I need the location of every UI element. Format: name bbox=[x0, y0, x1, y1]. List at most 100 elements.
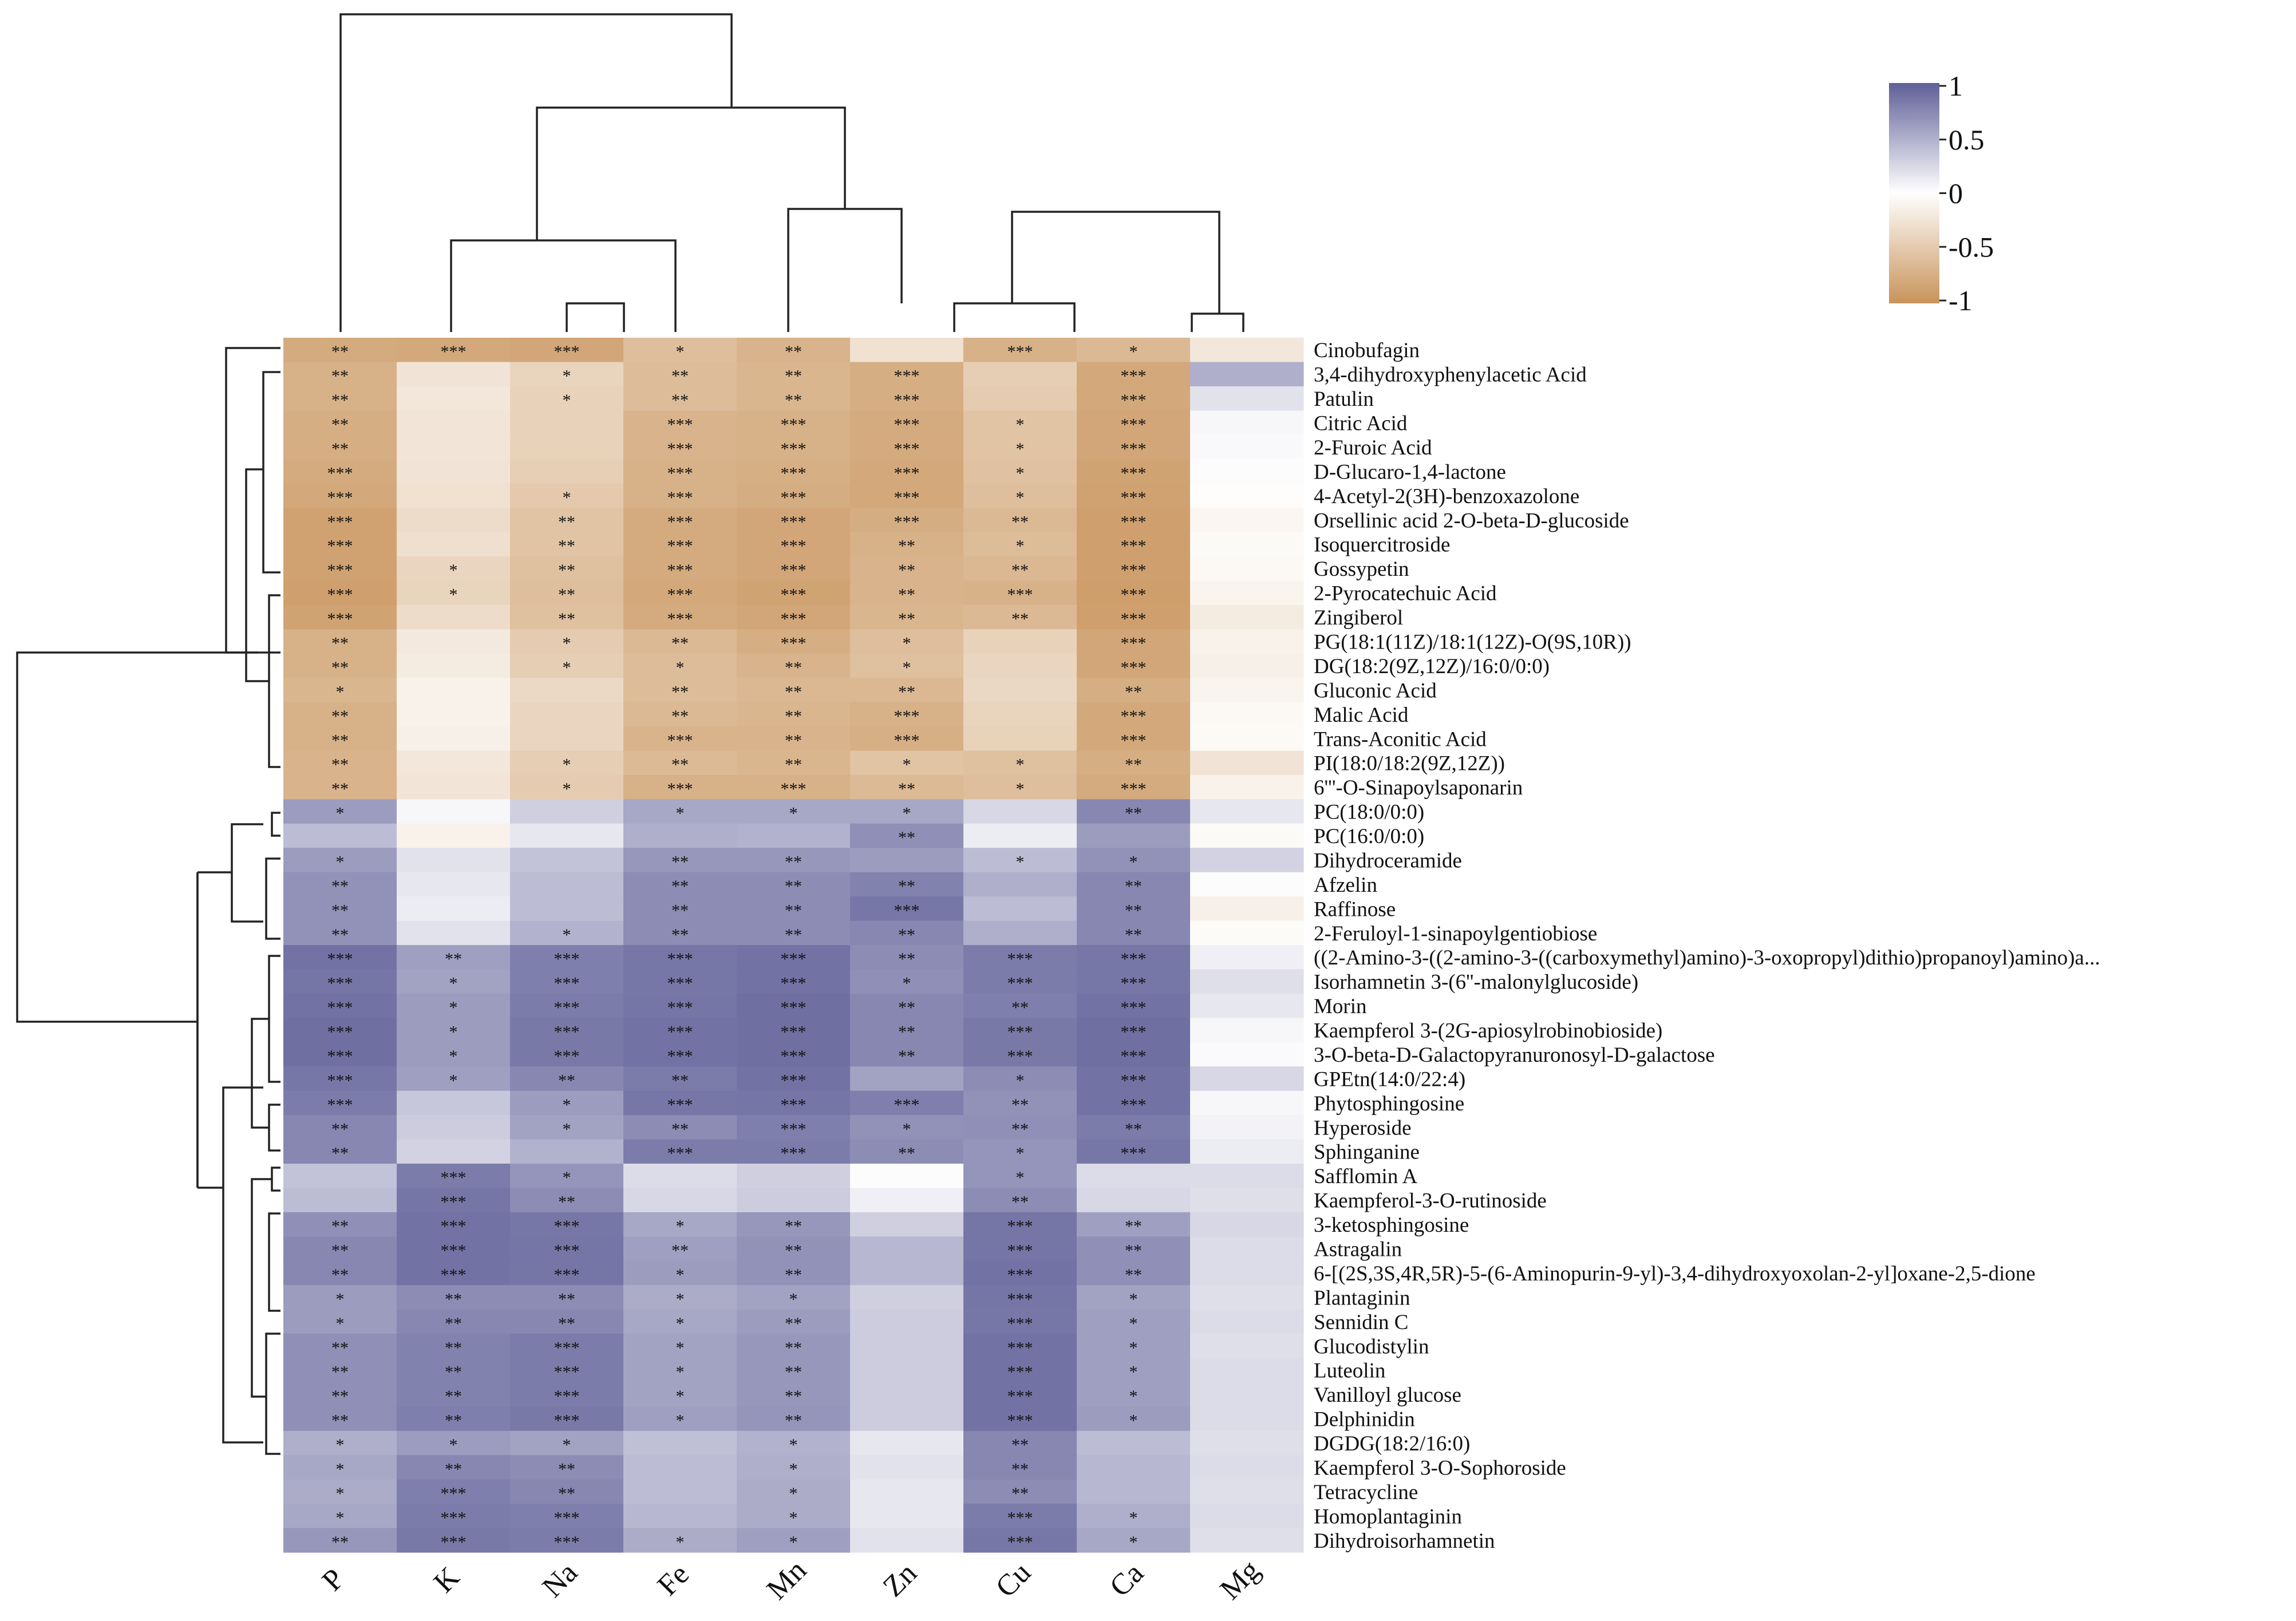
heatmap-cell bbox=[963, 750, 1077, 776]
significance-mark: *** bbox=[554, 950, 580, 968]
significance-mark: *** bbox=[1121, 367, 1147, 386]
heatmap-cell bbox=[1190, 1163, 1304, 1188]
heatmap-cell bbox=[510, 1163, 624, 1188]
significance-mark: *** bbox=[554, 342, 580, 361]
row-dend-a2 bbox=[268, 594, 280, 768]
significance-mark: *** bbox=[1121, 416, 1147, 434]
row-label: Afzelin bbox=[1314, 873, 1377, 897]
color-legend: 1 0.5 0 -0.5 -1 bbox=[1889, 70, 1994, 317]
significance-mark: ** bbox=[785, 731, 802, 750]
significance-mark: ** bbox=[898, 537, 915, 556]
heatmap-cell bbox=[963, 920, 1077, 946]
significance-mark: ** bbox=[671, 634, 689, 653]
heatmap-cell bbox=[397, 1455, 511, 1480]
significance-mark: * bbox=[563, 488, 571, 507]
significance-mark: * bbox=[789, 1484, 798, 1503]
significance-mark: *** bbox=[554, 1266, 580, 1284]
heatmap-cell bbox=[737, 1018, 851, 1043]
heatmap-cell bbox=[1077, 1504, 1191, 1529]
heatmap-cell bbox=[850, 1260, 964, 1286]
heatmap-cell bbox=[737, 386, 851, 411]
significance-mark: ** bbox=[785, 658, 802, 677]
heatmap-cell bbox=[1077, 483, 1191, 508]
heatmap-cell bbox=[510, 1430, 624, 1456]
significance-mark: ** bbox=[1125, 926, 1142, 944]
heatmap-cell bbox=[963, 1334, 1077, 1359]
col-dend-branch-cu-ca bbox=[1011, 211, 1220, 314]
heatmap-cell bbox=[1077, 896, 1191, 922]
significance-mark: * bbox=[563, 926, 571, 944]
heatmap-cell bbox=[283, 1504, 397, 1529]
heatmap-cell bbox=[510, 653, 624, 678]
heatmap-cell bbox=[623, 604, 737, 630]
significance-mark: *** bbox=[554, 1533, 580, 1552]
heatmap-cell bbox=[397, 1163, 511, 1188]
heatmap-cell bbox=[1077, 362, 1191, 387]
significance-mark: ** bbox=[1125, 1217, 1142, 1236]
heatmap-cell bbox=[510, 1236, 624, 1262]
heatmap-cell bbox=[510, 556, 624, 581]
significance-mark: ** bbox=[1125, 1120, 1142, 1138]
significance-mark: * bbox=[676, 1387, 685, 1406]
legend-tick-label: -1 bbox=[1949, 284, 1973, 317]
significance-mark: *** bbox=[1007, 1047, 1033, 1066]
heatmap-cell bbox=[850, 1115, 964, 1140]
significance-mark: *** bbox=[894, 391, 920, 410]
heatmap-cell bbox=[510, 434, 624, 460]
significance-mark: *** bbox=[781, 1096, 807, 1114]
row-label: Dihydroisorhamnetin bbox=[1314, 1529, 1495, 1553]
heatmap-cell bbox=[397, 653, 511, 678]
significance-mark: *** bbox=[1121, 561, 1147, 580]
heatmap-cell bbox=[623, 1090, 737, 1116]
heatmap-cell bbox=[397, 1018, 511, 1043]
heatmap-cell bbox=[397, 362, 511, 387]
heatmap-cell bbox=[283, 580, 397, 606]
heatmap-cell bbox=[850, 1479, 964, 1504]
heatmap-cell bbox=[737, 1090, 851, 1116]
heatmap-cell bbox=[1190, 629, 1304, 654]
heatmap-cell bbox=[283, 434, 397, 460]
heatmap-cell bbox=[510, 532, 624, 557]
heatmap-cell bbox=[850, 362, 964, 387]
heatmap-cell bbox=[510, 1260, 624, 1286]
heatmap-cell bbox=[283, 823, 397, 848]
heatmap-cell bbox=[850, 896, 964, 922]
heatmap-cell bbox=[850, 1504, 964, 1529]
heatmap-cell bbox=[623, 848, 737, 873]
significance-mark: ** bbox=[671, 901, 689, 920]
heatmap-cell bbox=[963, 993, 1077, 1018]
significance-mark: *** bbox=[1121, 707, 1147, 726]
heatmap-cell bbox=[397, 993, 511, 1018]
significance-mark: ** bbox=[331, 416, 349, 434]
significance-mark: *** bbox=[441, 1217, 467, 1236]
significance-mark: * bbox=[676, 342, 685, 361]
heatmap-cell bbox=[397, 823, 511, 848]
heatmap-cell bbox=[1190, 1018, 1304, 1043]
heatmap-cell bbox=[397, 1528, 511, 1553]
heatmap-cell bbox=[850, 1139, 964, 1164]
heatmap-cell bbox=[963, 1430, 1077, 1456]
significance-mark: *** bbox=[894, 367, 920, 386]
row-label: Dihydroceramide bbox=[1314, 849, 1462, 872]
significance-mark: ** bbox=[671, 926, 689, 944]
row-dend-b3 bbox=[268, 955, 280, 1083]
significance-mark: ** bbox=[558, 1290, 575, 1308]
heatmap-cell bbox=[737, 338, 851, 363]
row-dend-b4 bbox=[268, 1104, 280, 1152]
row-label: Hyperoside bbox=[1314, 1116, 1412, 1140]
column-label: Cu bbox=[990, 1556, 1037, 1604]
significance-mark: *** bbox=[667, 586, 693, 604]
significance-mark: ** bbox=[331, 877, 349, 896]
heatmap-cell bbox=[510, 1406, 624, 1432]
heatmap-cell bbox=[397, 1309, 511, 1334]
heatmap-cell bbox=[510, 896, 624, 922]
significance-mark: ** bbox=[1125, 1266, 1142, 1284]
row-label: Kaempferol 3-O-Sophoroside bbox=[1314, 1456, 1566, 1480]
significance-mark: * bbox=[1016, 1144, 1025, 1163]
row-dend-b1 bbox=[271, 812, 280, 837]
heatmap-cell bbox=[283, 604, 397, 630]
significance-mark: ** bbox=[331, 342, 349, 361]
significance-mark: *** bbox=[441, 1508, 467, 1527]
heatmap-cell bbox=[623, 1528, 737, 1553]
heatmap-cell bbox=[623, 969, 737, 994]
